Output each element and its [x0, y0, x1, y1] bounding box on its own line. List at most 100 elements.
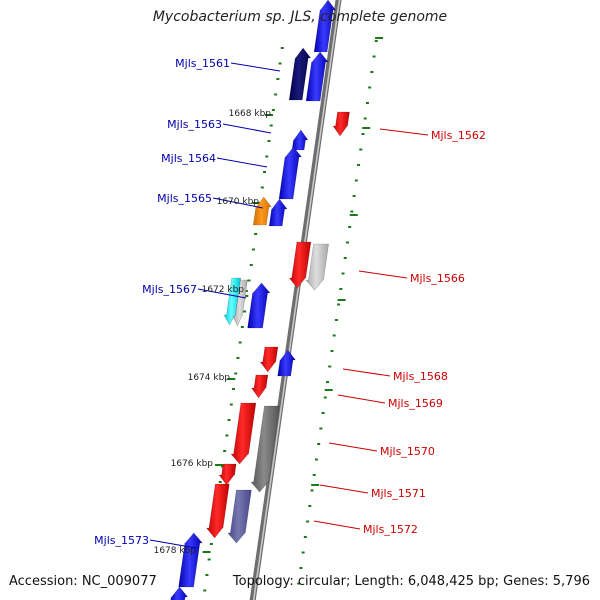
tick-dot-right: [345, 241, 349, 244]
tick-dot-right: [357, 164, 361, 166]
tick-dot-right: [350, 210, 354, 213]
tick-dot-right: [299, 567, 303, 569]
tick-dot-right: [363, 117, 367, 120]
major-tick-4: [215, 464, 224, 466]
tick-dot-left: [225, 434, 229, 437]
tick-dot-right: [317, 443, 321, 445]
genome-backbone: [249, 0, 342, 600]
tick-dot-right: [306, 520, 310, 523]
leader-mjls-1568: [342, 368, 391, 377]
gene-label-mjls-1563[interactable]: Mjls_1563: [167, 118, 222, 131]
gene-mjls-1571: [218, 463, 237, 486]
genome-summary-text: Topology: circular; Length: 6,048,425 bp…: [232, 574, 590, 589]
tick-dot-right: [314, 458, 318, 461]
tick-dot-left: [274, 93, 278, 96]
gene-top-blue: [313, 0, 337, 53]
gene-mjls-1568-a: [259, 346, 279, 373]
tick-dot-left: [254, 233, 258, 235]
tick-dot-left: [260, 186, 264, 189]
leader-mjls-1573: [149, 539, 197, 549]
gene-mjls-1561-b: [305, 51, 329, 102]
gene-label-mjls-1566[interactable]: Mjls_1566: [410, 272, 465, 285]
tick-dot-left: [207, 558, 211, 561]
tick-dot-left: [251, 248, 255, 251]
tick-dot-left: [243, 310, 247, 313]
label-leader-lines: [149, 62, 429, 549]
tick-dot-right: [334, 319, 338, 321]
tick-dot-left: [240, 326, 244, 328]
gene-mjls-1566-b: [305, 243, 329, 291]
tick-dot-right: [343, 257, 347, 259]
map-title: Mycobacterium sp. JLS, complete genome: [152, 9, 448, 25]
major-tick-right-1: [362, 127, 371, 129]
tick-dot-right: [319, 427, 323, 430]
gene-mjls-1572-a: [205, 483, 230, 539]
gene-mjls-1563: [291, 129, 309, 151]
kbp-label-1674: 1674 kbp: [188, 373, 231, 383]
gene-label-mjls-1562[interactable]: Mjls_1562: [431, 129, 486, 142]
major-tick-right-5: [311, 484, 320, 486]
gene-label-mjls-1564[interactable]: Mjls_1564: [161, 152, 216, 165]
tick-dot-right: [323, 396, 327, 399]
tick-dot-right: [301, 551, 305, 554]
tick-dot-right: [374, 40, 378, 42]
tick-dot-left: [223, 450, 227, 452]
accession-text: Accession: NC_009077: [9, 574, 157, 589]
tick-dot-left: [245, 295, 249, 297]
major-tick-right-2: [349, 214, 358, 216]
leader-mjls-1572: [313, 520, 361, 530]
tick-dot-right: [348, 226, 352, 228]
gene-label-mjls-1565[interactable]: Mjls_1565: [157, 192, 212, 205]
tick-dot-right: [332, 334, 336, 337]
tick-dot-left: [236, 357, 240, 359]
gene-label-mjls-1573[interactable]: Mjls_1573: [94, 534, 149, 547]
backbone-highlight: [252, 0, 341, 600]
tick-dot-right: [368, 86, 372, 89]
backbone-line: [249, 0, 342, 600]
tick-dot-left: [209, 543, 213, 545]
tick-dot-right: [326, 381, 330, 383]
leader-mjls-1564: [216, 157, 268, 168]
gene-mjls-1565-b: [268, 198, 288, 227]
gene-label-mjls-1567[interactable]: Mjls_1567: [142, 283, 197, 296]
gene-mjls-1567-b: [232, 279, 248, 327]
gene-label-mjls-1569[interactable]: Mjls_1569: [388, 397, 443, 410]
tick-dot-right: [297, 582, 301, 585]
gene-label-mjls-1570[interactable]: Mjls_1570: [380, 445, 435, 458]
tick-dot-right: [341, 272, 345, 275]
kbp-label-1676: 1676 kbp: [171, 459, 214, 469]
tick-dot-left: [247, 279, 251, 282]
gene-mjls-1564: [278, 146, 303, 200]
leader-mjls-1561: [230, 62, 281, 72]
gene-label-mjls-1571[interactable]: Mjls_1571: [371, 487, 426, 500]
tick-dot-left: [269, 124, 273, 127]
gene-labels: Mjls_1561 Mjls_1563 Mjls_1564 Mjls_1565 …: [94, 57, 486, 556]
kbp-label-1668: 1668 kbp: [229, 109, 272, 119]
gene-mjls-1567-a: [223, 277, 242, 326]
gene-features: [170, 0, 350, 600]
major-tick-0: [265, 114, 274, 116]
leader-mjls-1570: [328, 442, 378, 452]
tick-dot-left: [280, 47, 284, 49]
kbp-label-1678: 1678 kbp: [154, 546, 197, 556]
tick-dot-right: [312, 474, 316, 476]
gene-mjls-1570-b: [250, 405, 280, 493]
gene-label-mjls-1572[interactable]: Mjls_1572: [363, 523, 418, 536]
tick-dot-right: [308, 505, 312, 507]
tick-dot-left: [205, 574, 209, 576]
gene-label-mjls-1561[interactable]: Mjls_1561: [175, 57, 230, 70]
gene-label-mjls-1568[interactable]: Mjls_1568: [393, 370, 448, 383]
leader-mjls-1566: [358, 270, 408, 279]
tick-dot-left: [232, 388, 236, 390]
tick-dot-right: [321, 412, 325, 414]
kbp-label-1670: 1670 kbp: [217, 197, 260, 207]
gene-mjls-1572-b: [227, 489, 252, 544]
leader-mjls-1567: [197, 288, 247, 299]
gene-mjls-1569: [251, 374, 269, 399]
tick-dot-left: [265, 155, 269, 158]
leader-mjls-1569: [337, 394, 386, 404]
leader-mjls-1571: [319, 484, 369, 494]
tick-dot-left: [220, 465, 224, 468]
